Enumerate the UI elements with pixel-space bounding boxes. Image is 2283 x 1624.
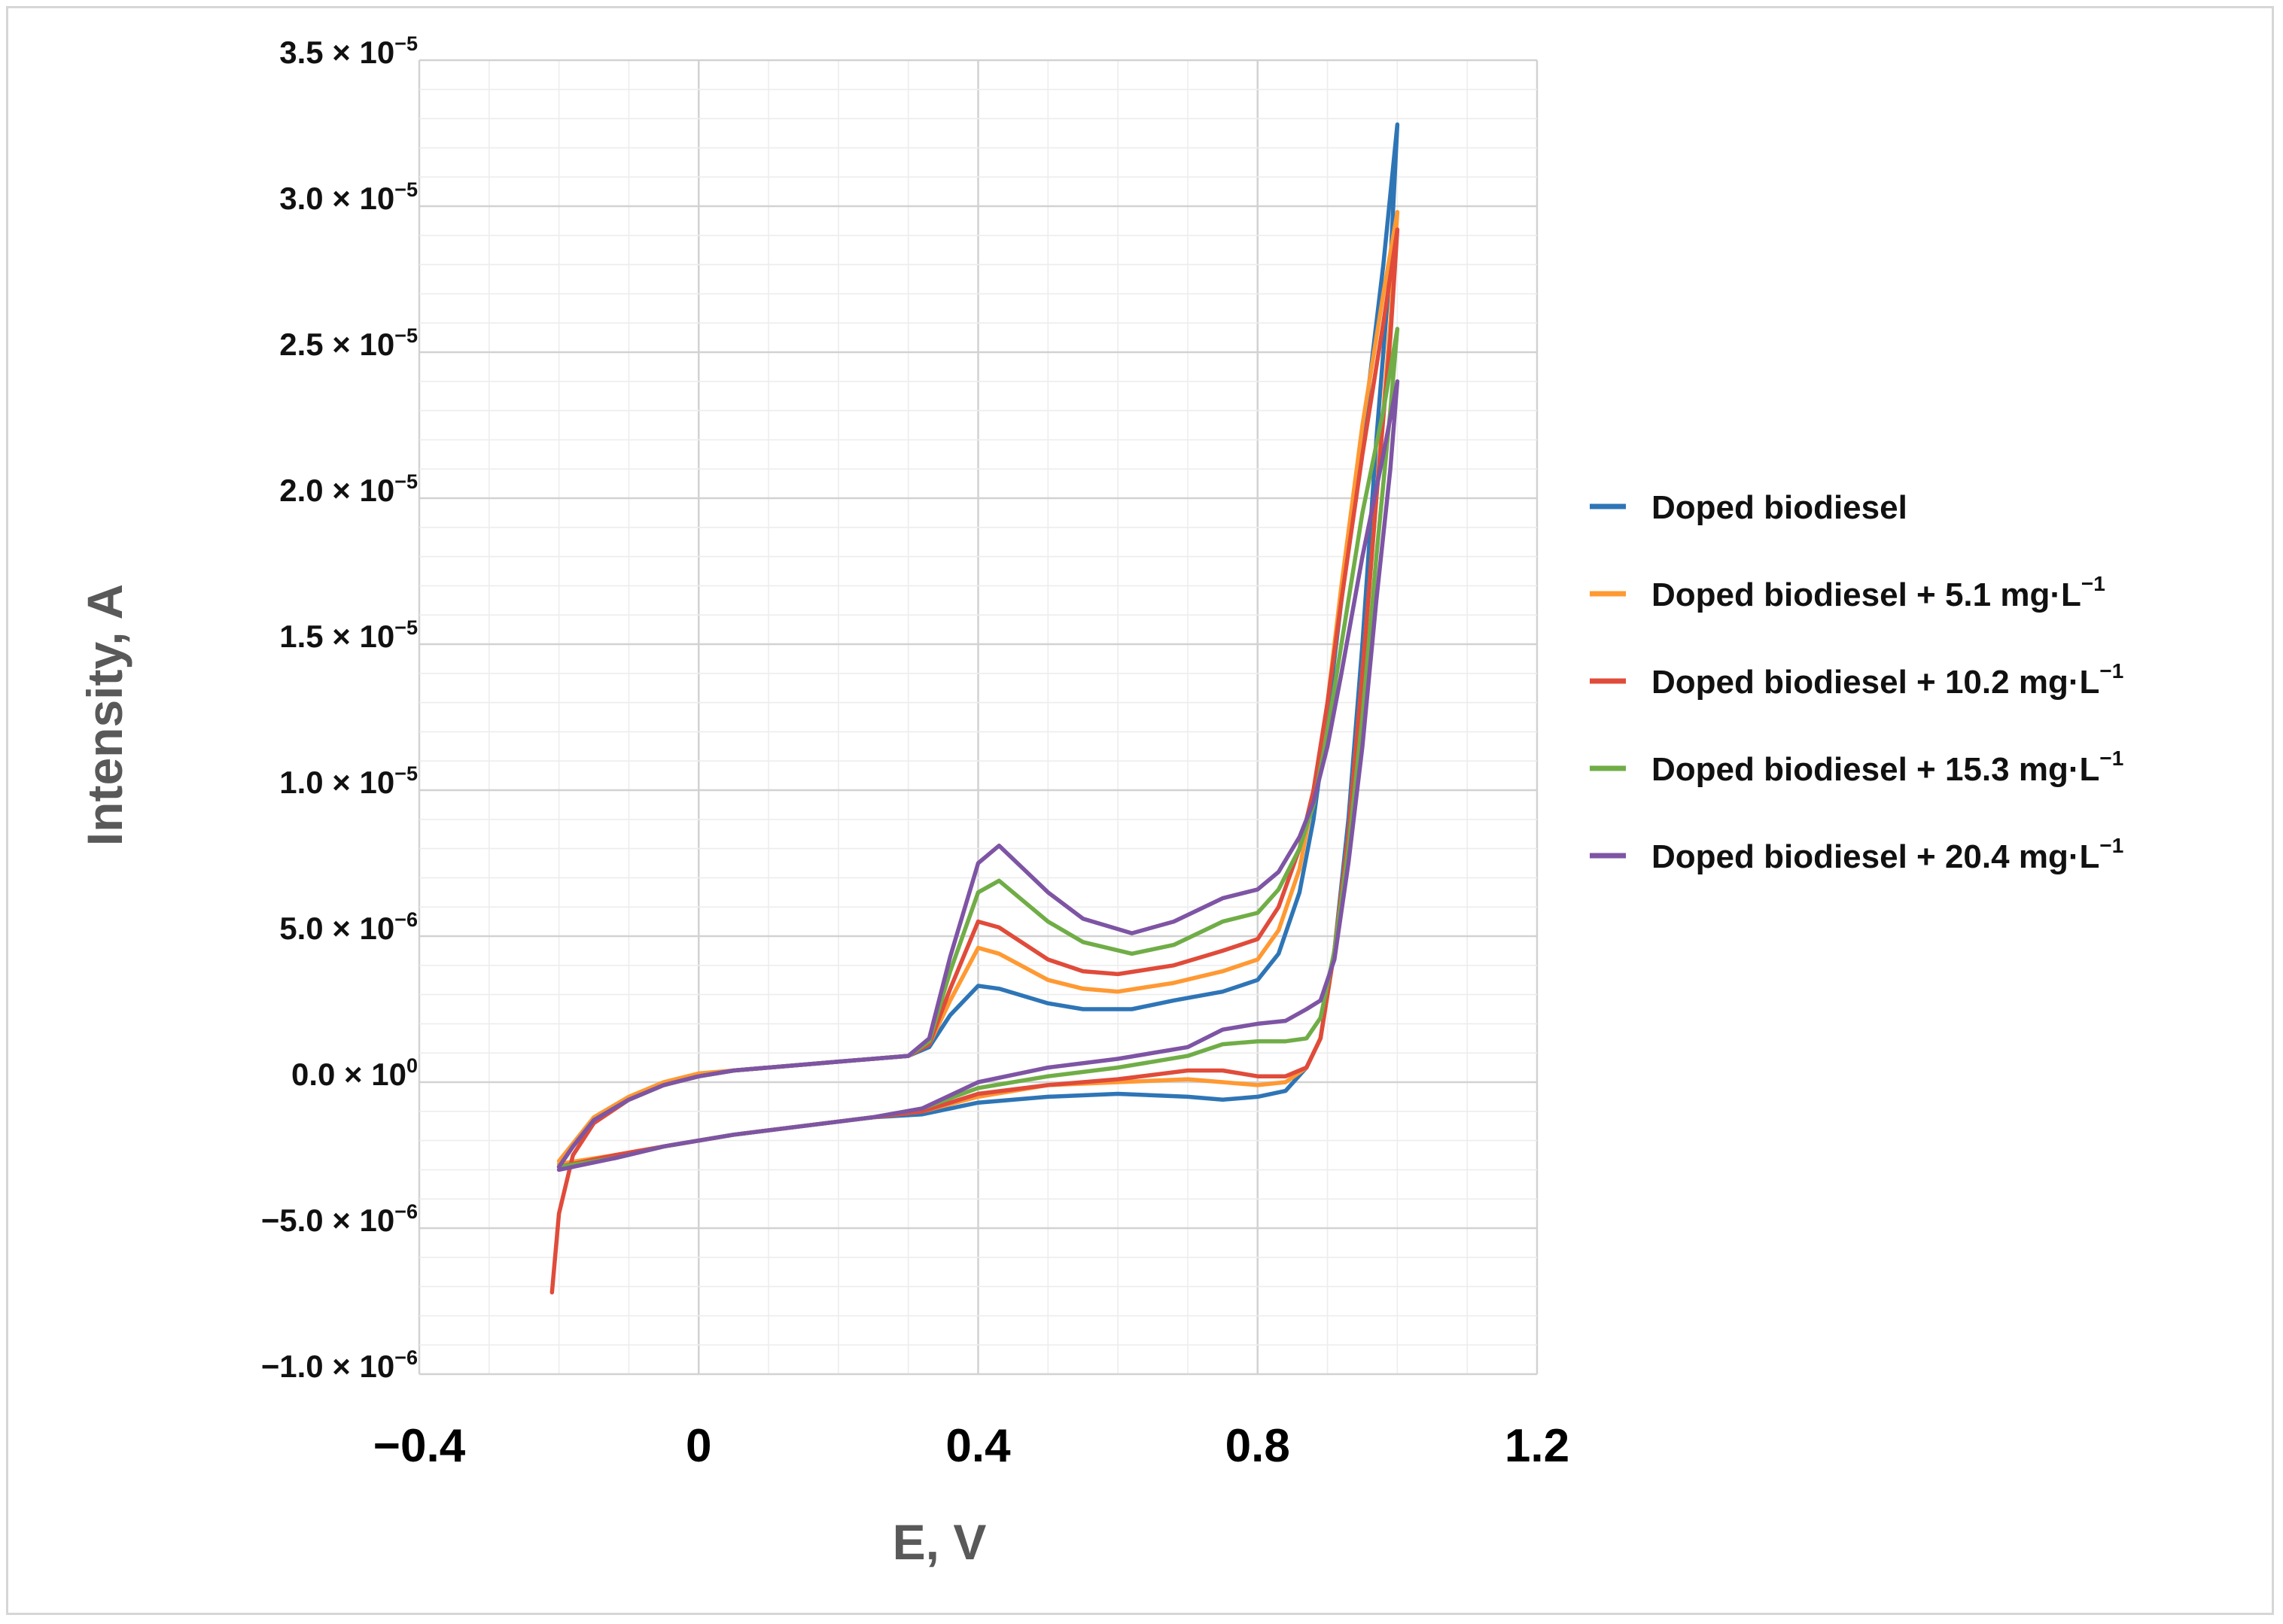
x-tick-label: 0.4 [945,1420,1011,1472]
legend-label: Doped biodiesel + 10.2 mg·L [1651,664,2099,701]
y-tick-exponent: −5 [394,616,418,639]
y-tick-label: 2.0 × 10−5 [279,470,418,508]
legend-exponent: −1 [2099,659,2123,683]
y-tick-mantissa: −1.0 × 10 [261,1349,395,1384]
y-tick-exponent: −5 [394,762,418,785]
legend-label: Doped biodiesel [1651,489,1907,526]
y-tick-label: 5.0 × 10−6 [279,908,418,946]
y-tick-label: 0.0 × 100 [291,1054,418,1092]
legend-entry: Doped biodiesel [1651,489,1907,526]
y-tick-mantissa: 3.5 × 10 [279,35,394,70]
y-axis-title: Intensity, A [77,584,132,846]
y-tick-mantissa: 5.0 × 10 [279,911,394,946]
y-tick-mantissa: 2.0 × 10 [279,473,394,508]
y-tick-mantissa: 3.0 × 10 [279,181,394,216]
x-tick-label: 0.8 [1225,1420,1290,1472]
y-tick-exponent: −5 [394,470,418,493]
y-tick-mantissa: −5.0 × 10 [261,1203,395,1238]
y-tick-exponent: −6 [394,1346,418,1369]
y-tick-label: 2.5 × 10−5 [279,324,418,362]
x-tick-label: 0 [686,1420,711,1472]
x-axis-title: E, V [893,1514,987,1570]
y-tick-label: −5.0 × 10−6 [261,1200,418,1238]
y-tick-mantissa: 1.0 × 10 [279,765,394,800]
y-tick-exponent: −5 [394,178,418,201]
y-tick-label: 1.5 × 10−5 [279,616,418,654]
legend-exponent: −1 [2099,834,2123,857]
legend-entry: Doped biodiesel + 20.4 mg·L−1 [1651,834,2123,875]
x-tick-label: −0.4 [373,1420,466,1472]
legend-label: Doped biodiesel + 20.4 mg·L [1651,838,2099,875]
legend-label: Doped biodiesel + 5.1 mg·L [1651,576,2081,613]
y-tick-exponent: 0 [406,1054,418,1077]
y-tick-exponent: −6 [394,908,418,931]
y-tick-label: 1.0 × 10−5 [279,762,418,800]
y-tick-exponent: −5 [394,32,418,55]
figure-frame [6,6,2274,1615]
legend-entry: Doped biodiesel + 10.2 mg·L−1 [1651,659,2123,701]
y-tick-label: 3.0 × 10−5 [279,178,418,216]
legend-entry: Doped biodiesel + 5.1 mg·L−1 [1651,572,2105,613]
legend-exponent: −1 [2099,747,2123,770]
y-tick-mantissa: 2.5 × 10 [279,327,394,362]
y-tick-mantissa: 1.5 × 10 [279,619,394,654]
y-tick-label: 3.5 × 10−5 [279,32,418,70]
series-lines [549,122,1400,1295]
y-tick-label: −1.0 × 10−6 [261,1346,418,1384]
y-tick-exponent: −5 [394,324,418,347]
y-tick-exponent: −6 [394,1200,418,1223]
legend-label: Doped biodiesel + 15.3 mg·L [1651,751,2099,788]
y-tick-mantissa: 0.0 × 10 [291,1057,406,1092]
series-line-5 [556,379,1400,1172]
legend-exponent: −1 [2081,572,2105,595]
legend-entry: Doped biodiesel + 15.3 mg·L−1 [1651,747,2123,788]
gridlines [418,59,1539,1376]
legend: Doped biodiesel Doped biodiesel + 5.1 mg·… [1590,489,2123,875]
x-tick-label: 1.2 [1505,1420,1569,1472]
